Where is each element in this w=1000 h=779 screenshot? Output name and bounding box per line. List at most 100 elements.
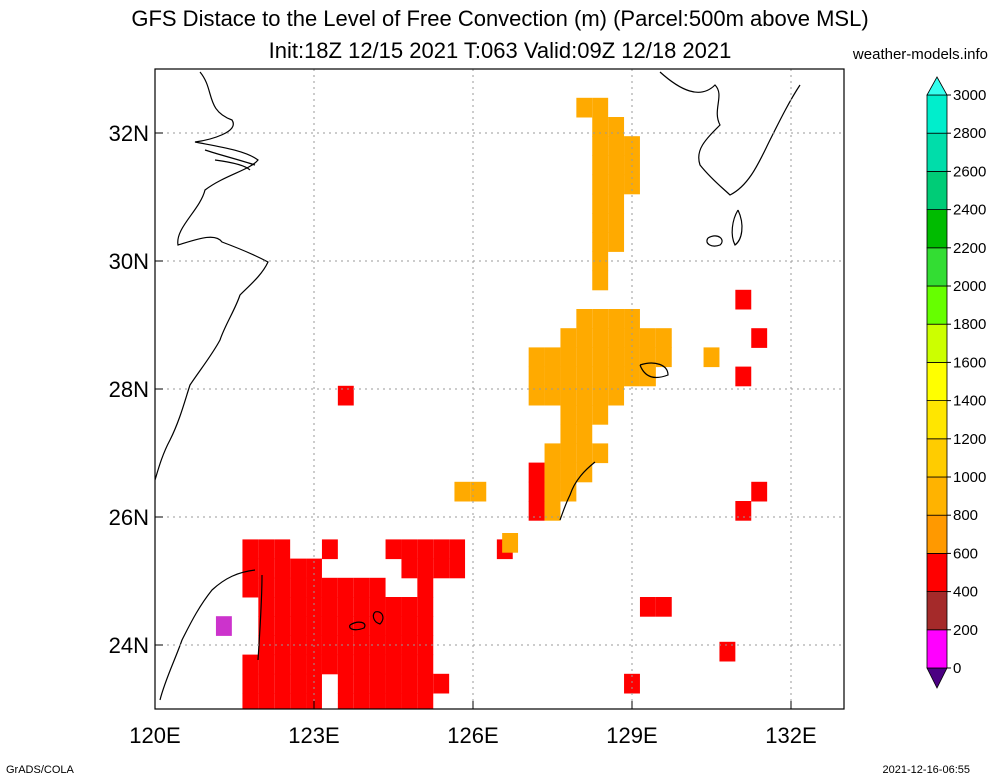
field-cell-orange-patch: [608, 328, 625, 348]
field-cell-orange-patch: [544, 443, 561, 464]
field-cell-red-patch: [321, 616, 338, 636]
field-cell-red-patch: [258, 635, 275, 656]
field-cell-red-patch: [528, 462, 545, 483]
field-cell-orange-patch: [608, 136, 625, 156]
field-cell-orange-patch: [560, 347, 577, 368]
colorbar-swatch: [926, 323, 948, 363]
amami: [639, 362, 669, 379]
field-cell-red-patch: [242, 539, 259, 560]
field-cell-red-patch: [321, 654, 338, 675]
lat-tick-label: 32N: [109, 121, 149, 146]
yangtze-estuary: [204, 149, 256, 171]
colorbar: 0 200 400 600 800 1000 1200 1400 1600 1800 2000 220…: [926, 76, 986, 689]
colorbar-label: 800: [953, 507, 978, 524]
field-cell-red-patch: [274, 597, 291, 617]
map-subtitle: Init:18Z 12/15 2021 T:063 Valid:09Z 12/1…: [268, 38, 732, 63]
colorbar-label: 0: [953, 660, 961, 677]
field-cell-orange-patch: [560, 424, 577, 444]
field-cell-red-patch: [417, 558, 434, 579]
field-cell-orange-patch: [608, 174, 625, 195]
field-cell-red-patch: [306, 616, 322, 636]
colorbar-label: 600: [953, 545, 978, 562]
field-cell-red-patch: [369, 673, 386, 694]
colorbar-label: 1800: [953, 316, 986, 333]
field-cell-orange-patch: [592, 405, 609, 425]
field-cell-red-patch: [735, 501, 752, 521]
field-cell-red-patch: [290, 635, 307, 656]
tanegashima: [731, 209, 743, 246]
field-cell-red-patch: [385, 654, 402, 675]
field-cell-red-patch: [242, 577, 259, 598]
colorbar-swatch: [926, 553, 948, 593]
field-cell-orange-patch: [544, 462, 561, 483]
lon-tick-label: 123E: [288, 723, 339, 748]
field-cell-red-patch: [385, 616, 402, 636]
field-cell-red-patch: [321, 539, 338, 560]
colorbar-over-arrow: [926, 76, 948, 96]
field-cell-red-patch: [385, 673, 402, 694]
field-cell-orange-patch: [576, 309, 593, 329]
field-cell-orange-patch: [576, 405, 593, 425]
field-cell-orange-patch: [624, 136, 640, 156]
field-cell-red-patch: [385, 597, 402, 617]
field-cell-red-patch: [449, 558, 466, 579]
field-cell-red-patch: [735, 289, 752, 310]
field-cell-orange-patch: [608, 213, 625, 233]
field-cell-red-patch: [337, 577, 354, 598]
field-cell-orange-patch: [592, 347, 609, 368]
field-cell-red-patch: [258, 539, 275, 560]
field-cell-red-patch: [385, 693, 402, 709]
china-coast: [155, 71, 269, 481]
field-cell-orange-patch: [624, 328, 640, 348]
lon-tick-label: 120E: [129, 723, 180, 748]
field-cell-red-patch: [369, 597, 386, 617]
field-cell-red-patch: [369, 654, 386, 675]
field-cell-red-patch: [274, 693, 291, 709]
field-cell-orange-patch: [544, 385, 561, 406]
field-cell-orange-patch: [639, 347, 656, 368]
field-cell-orange-patch: [544, 347, 561, 368]
field-cell-orange-patch: [592, 117, 609, 137]
field-cell-orange-patch: [502, 533, 519, 553]
field-cell-red-patch: [242, 693, 259, 709]
field-cell-orange-patch: [576, 385, 593, 406]
field-cell-red-patch: [433, 673, 450, 694]
lat-tick-label: 26N: [109, 505, 149, 530]
field-cell-red-patch: [274, 577, 291, 598]
field-cell-orange-patch: [576, 328, 593, 348]
field-cell-red-patch: [719, 641, 736, 662]
field-cell-orange-patch: [560, 385, 577, 406]
field-cell-orange-patch: [576, 424, 593, 444]
field-cell-red-patch: [528, 501, 545, 521]
lat-tick-label: 30N: [109, 249, 149, 274]
field-cell-orange-patch: [560, 481, 577, 502]
field-cell-red-patch: [528, 481, 545, 502]
colorbar-label: 400: [953, 584, 978, 601]
field-cell-red-patch: [290, 673, 307, 694]
field-cell-red-patch: [417, 616, 434, 636]
field-cell-red-patch: [321, 577, 338, 598]
field-cell-orange-patch: [608, 193, 625, 214]
colorbar-under-arrow: [926, 667, 948, 689]
field-cell-red-patch: [401, 558, 418, 579]
kyushu-coast: [659, 71, 801, 196]
field-cell-red-patch: [353, 673, 370, 694]
field-cell-orange-patch: [592, 270, 609, 291]
field-cell-red-patch: [353, 693, 370, 709]
field-cell-red-patch: [242, 673, 259, 694]
field-cell-red-patch: [274, 539, 291, 560]
colorbar-swatch: [926, 170, 948, 210]
lon-tick-label: 126E: [447, 723, 498, 748]
field-cell-orange-patch: [470, 481, 487, 502]
field-cell-red-patch: [385, 635, 402, 656]
field-cell-red-patch: [337, 673, 354, 694]
site-credit[interactable]: weather-models.info: [852, 46, 988, 63]
yakushima: [706, 235, 723, 247]
field-cell-orange-patch: [608, 117, 625, 137]
field-cell-orange-patch: [592, 174, 609, 195]
taiwan-coast: [159, 569, 263, 701]
field-cell-orange-patch: [528, 347, 545, 368]
field-cell-orange-patch: [592, 328, 609, 348]
field-cell-red-patch: [353, 654, 370, 675]
